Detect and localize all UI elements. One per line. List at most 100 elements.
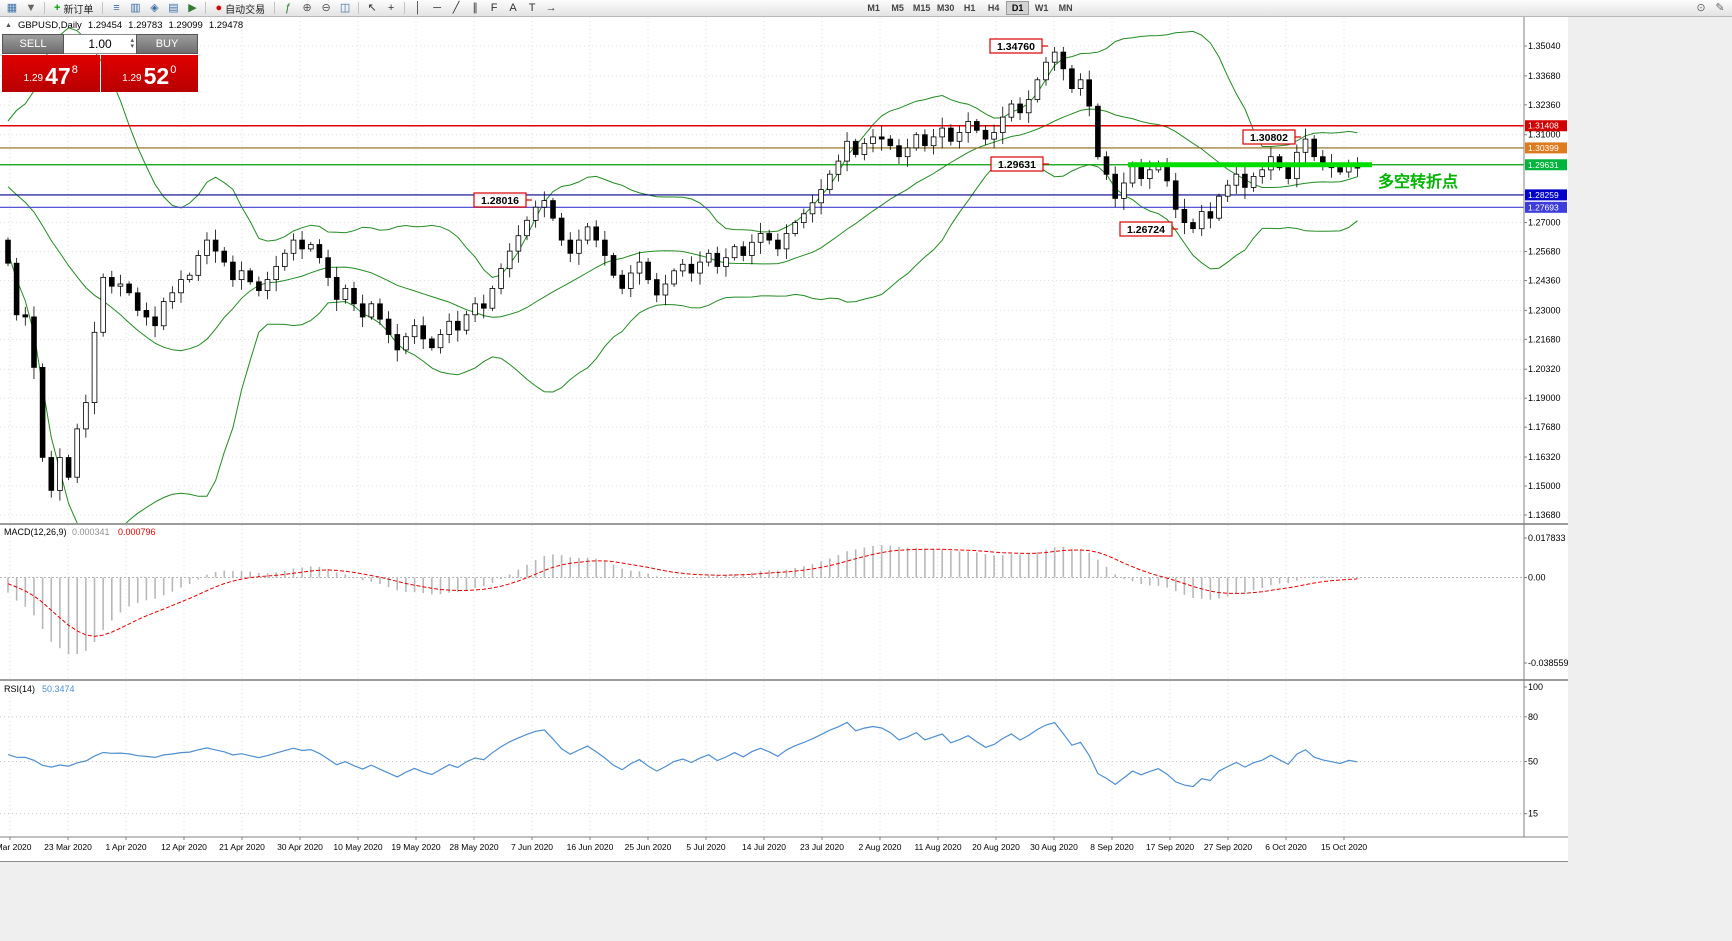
svg-text:15: 15 xyxy=(1528,809,1538,819)
sell-button[interactable]: SELL xyxy=(2,34,64,54)
rsi-pane xyxy=(0,716,1524,815)
price-flags[interactable]: 1.34760 1.30802 1.29631 1.28016 1.26724 xyxy=(473,38,1301,237)
svg-text:12 Apr 2020: 12 Apr 2020 xyxy=(161,842,207,852)
svg-text:1.20320: 1.20320 xyxy=(1528,364,1561,374)
timeframe-h1[interactable]: H1 xyxy=(963,3,976,13)
buy-price-big: 52 xyxy=(143,63,170,89)
new-order-button-icon: + xyxy=(54,2,61,14)
edit-icon[interactable]: ✎ xyxy=(1715,1,1725,14)
svg-text:23 Jul 2020: 23 Jul 2020 xyxy=(800,842,844,852)
new-order-button[interactable]: + 新订单 xyxy=(49,1,98,16)
indicators-icon[interactable]: ƒ xyxy=(285,1,292,14)
svg-text:30 Aug 2020: 30 Aug 2020 xyxy=(1030,842,1078,852)
svg-text:11 Aug 2020: 11 Aug 2020 xyxy=(914,842,961,852)
turning-point-label[interactable]: 多空转折点 xyxy=(1378,172,1458,191)
svg-text:6 Oct 2020: 6 Oct 2020 xyxy=(1265,842,1307,852)
timeframe-mn[interactable]: MN xyxy=(1058,3,1073,13)
gbpusd-daily-chart[interactable]: 1.34760 1.30802 1.29631 1.28016 1.26724 多空转折点… xyxy=(0,17,1568,861)
crosshair-icon[interactable]: + xyxy=(387,1,395,14)
buy-button[interactable]: BUY xyxy=(136,34,198,54)
arrows-icon[interactable]: → xyxy=(545,1,557,14)
new-chart-icon[interactable]: ▦ xyxy=(6,1,18,14)
timeframe-m15[interactable]: M15 xyxy=(912,3,931,13)
timeframe-d1[interactable]: D1 xyxy=(1006,1,1030,15)
navigator-icon[interactable]: ◈ xyxy=(150,1,159,14)
pane-separator[interactable] xyxy=(0,679,1568,681)
candlesticks xyxy=(5,46,1361,501)
svg-text:1.32360: 1.32360 xyxy=(1528,100,1561,110)
volume-field[interactable]: 1.00 ▴ ▾ xyxy=(64,34,136,54)
timeframe-m1[interactable]: M1 xyxy=(867,3,880,13)
date-axis: 3 Mar 2020 23 Mar 2020 1 Apr 2020 12 Apr 20… xyxy=(0,837,1367,852)
market-watch-icon[interactable]: ≡ xyxy=(113,1,120,14)
volume-down-icon[interactable]: ▾ xyxy=(130,43,134,50)
high-value: 1.29783 xyxy=(128,20,163,31)
label-icon[interactable]: T xyxy=(528,1,536,14)
svg-text:21 Apr 2020: 21 Apr 2020 xyxy=(219,842,265,852)
price-tag-1.30399 xyxy=(1525,142,1567,154)
search-icon[interactable]: ⊙ xyxy=(1696,1,1706,14)
pane-separator[interactable] xyxy=(0,523,1568,525)
strategy-tester-icon[interactable]: ▶ xyxy=(188,1,197,14)
price-tag-1.27693 xyxy=(1525,201,1567,213)
new-order-button-label: 新订单 xyxy=(63,4,94,16)
svg-text:19 May 2020: 19 May 2020 xyxy=(391,842,440,852)
bollinger-middle-band xyxy=(7,108,1358,352)
svg-text:1.31000: 1.31000 xyxy=(1528,130,1561,140)
vertical-line-icon[interactable]: │ xyxy=(414,1,422,14)
price-axis: 1.35040 1.33680 1.32360 1.31000 1.27000 1.256… xyxy=(1524,41,1568,819)
zoom-in-icon[interactable]: ⊕ xyxy=(302,1,312,14)
tile-windows-icon[interactable]: ◫ xyxy=(339,1,351,14)
svg-text:7 Jun 2020: 7 Jun 2020 xyxy=(511,842,553,852)
channel-icon[interactable]: ∥ xyxy=(472,1,478,14)
timeframe-h4[interactable]: H4 xyxy=(987,3,1000,13)
toolbar: ▦ ▼ + 新订单 ≡ ▥ ◈ ▤ ▶ ● 自动交易 ƒ ⊕ ⊖ ◫ ↖ + │ ─ ╱ ∥ F A T → M1 M5 M15 M30… xyxy=(0,0,1732,17)
toolbar-separator xyxy=(44,2,45,14)
horizontal-line-icon[interactable]: ─ xyxy=(433,1,441,14)
volume-up-icon[interactable]: ▴ xyxy=(130,37,134,44)
price-flag-text: 1.30802 xyxy=(1250,132,1288,144)
svg-text:1.35040: 1.35040 xyxy=(1528,41,1561,51)
svg-text:50: 50 xyxy=(1528,757,1538,767)
svg-text:28 May 2020: 28 May 2020 xyxy=(449,842,498,852)
svg-text:1.27000: 1.27000 xyxy=(1528,218,1561,228)
svg-text:1 Apr 2020: 1 Apr 2020 xyxy=(105,842,146,852)
sell-price-prefix: 1.29 xyxy=(23,73,44,84)
macd-signal-line xyxy=(7,548,1358,637)
svg-text:MACD(12,26,9): MACD(12,26,9) xyxy=(4,527,67,537)
svg-text:23 Mar 2020: 23 Mar 2020 xyxy=(44,842,92,852)
svg-text:3 Mar 2020: 3 Mar 2020 xyxy=(0,842,32,852)
rsi-line xyxy=(7,721,1358,788)
timeframe-m5[interactable]: M5 xyxy=(891,3,904,13)
open-value: 1.29454 xyxy=(87,20,123,31)
open-chart-icon[interactable]: ▼ xyxy=(25,1,37,14)
sell-price-box[interactable]: 1.29 47 8 xyxy=(2,55,100,92)
timeframe-m30[interactable]: M30 xyxy=(936,3,955,13)
data-window-icon[interactable]: ▥ xyxy=(130,1,141,14)
svg-text:1.30399: 1.30399 xyxy=(1528,143,1559,153)
symbol-marker-icon: ▲ xyxy=(5,22,12,29)
timeframe-w1[interactable]: W1 xyxy=(1034,3,1049,13)
zoom-out-icon[interactable]: ⊖ xyxy=(321,1,331,14)
terminal-icon[interactable]: ▤ xyxy=(168,1,179,14)
trendline-icon[interactable]: ╱ xyxy=(452,1,460,14)
close-value: 1.29478 xyxy=(208,20,244,31)
svg-text:2 Aug 2020: 2 Aug 2020 xyxy=(858,842,901,852)
volume-spinner[interactable]: ▴ ▾ xyxy=(130,35,134,53)
chart-background xyxy=(0,17,1568,861)
svg-text:80: 80 xyxy=(1528,712,1538,722)
workspace-empty-area xyxy=(1569,17,1732,941)
auto-trading-button[interactable]: ● 自动交易 xyxy=(210,1,270,16)
svg-text:1.15000: 1.15000 xyxy=(1528,481,1561,491)
pane-headers: MACD(12,26,9) 0.000341 0.000796 RSI(14) 50.3… xyxy=(4,527,156,694)
grid xyxy=(0,17,1524,837)
svg-text:RSI(14): RSI(14) xyxy=(4,684,35,694)
text-icon[interactable]: A xyxy=(509,1,517,14)
cursor-icon[interactable]: ↖ xyxy=(367,1,377,14)
price-flag-text: 1.29631 xyxy=(998,159,1036,171)
buy-price-box[interactable]: 1.29 52 0 xyxy=(100,55,198,92)
workspace-bottom-area xyxy=(0,861,1568,941)
fibonacci-icon[interactable]: F xyxy=(490,1,498,14)
buy-price-prefix: 1.29 xyxy=(122,73,142,84)
svg-text:1.17680: 1.17680 xyxy=(1528,422,1561,432)
